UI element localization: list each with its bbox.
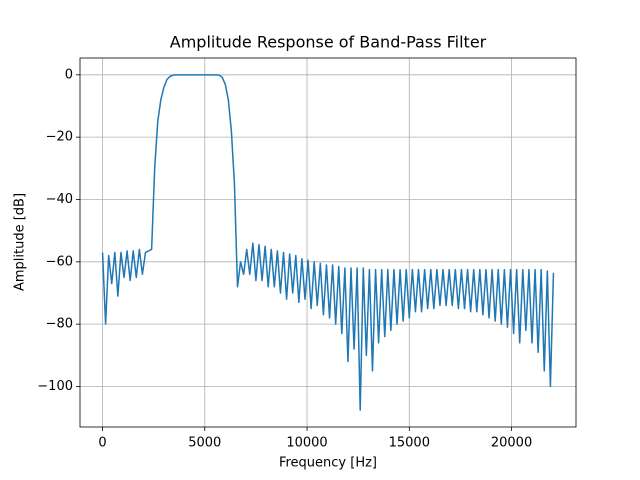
y-tick-label: 0 bbox=[65, 67, 73, 82]
plot bbox=[101, 74, 555, 411]
y-axis-label: Amplitude [dB] bbox=[13, 193, 28, 291]
y-tick-label: −20 bbox=[46, 130, 73, 145]
chart-title: Amplitude Response of Band-Pass Filter bbox=[170, 33, 487, 52]
x-tick-label: 5000 bbox=[188, 436, 221, 451]
y-tick-label: −40 bbox=[46, 192, 73, 207]
y-tick-label: −100 bbox=[37, 379, 73, 394]
line-series bbox=[101, 74, 555, 411]
axes-frame bbox=[79, 57, 577, 428]
y-tick-label: −60 bbox=[46, 254, 73, 269]
x-tick-label: 15000 bbox=[389, 436, 430, 451]
x-tick-label: 0 bbox=[98, 436, 106, 451]
x-axis-label: Frequency [Hz] bbox=[279, 456, 377, 471]
grid bbox=[80, 58, 576, 427]
y-tick-label: −80 bbox=[46, 317, 73, 332]
x-tick-label: 20000 bbox=[491, 436, 532, 451]
x-tick-label: 10000 bbox=[286, 436, 327, 451]
